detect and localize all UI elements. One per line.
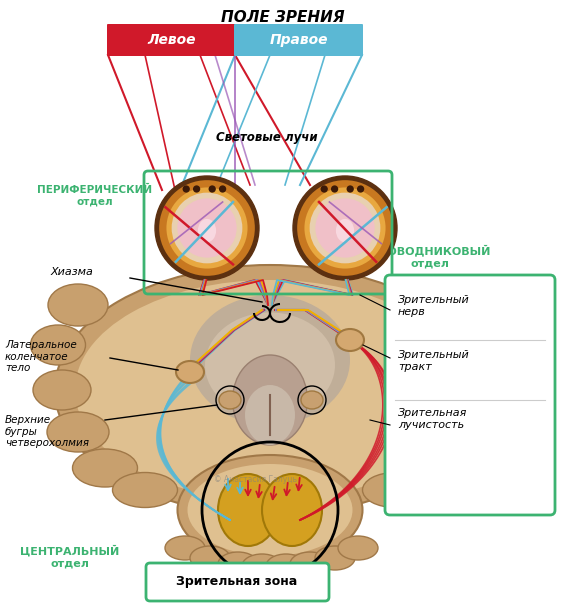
Ellipse shape (47, 412, 109, 452)
Ellipse shape (432, 284, 492, 326)
Ellipse shape (403, 449, 468, 487)
Ellipse shape (338, 536, 378, 560)
Ellipse shape (188, 464, 353, 556)
Circle shape (297, 180, 393, 276)
Ellipse shape (177, 455, 362, 565)
Circle shape (193, 185, 200, 193)
Text: ПЕРИФЕРИЧЕСКИЙ
отдел: ПЕРИФЕРИЧЕСКИЙ отдел (37, 185, 153, 207)
Circle shape (177, 198, 236, 258)
FancyBboxPatch shape (234, 24, 363, 56)
FancyBboxPatch shape (385, 275, 555, 515)
Text: Зрительный
тракт: Зрительный тракт (398, 350, 469, 371)
Ellipse shape (262, 474, 322, 546)
Circle shape (219, 185, 226, 193)
Ellipse shape (33, 370, 91, 410)
Ellipse shape (73, 449, 138, 487)
Ellipse shape (48, 284, 108, 326)
Ellipse shape (219, 391, 241, 409)
Ellipse shape (75, 280, 465, 500)
Text: Левое: Левое (148, 33, 196, 47)
Text: Верхние
бугры
четверохолмия: Верхние бугры четверохолмия (5, 415, 89, 448)
Ellipse shape (455, 325, 510, 365)
FancyBboxPatch shape (107, 24, 236, 56)
Ellipse shape (55, 265, 485, 515)
Ellipse shape (290, 552, 330, 576)
Circle shape (315, 198, 375, 258)
Circle shape (346, 185, 354, 193)
Ellipse shape (112, 472, 177, 507)
Ellipse shape (218, 552, 258, 576)
Ellipse shape (165, 536, 205, 560)
Text: Латеральное
коленчатое
тело: Латеральное коленчатое тело (5, 340, 77, 373)
Ellipse shape (218, 474, 278, 546)
Ellipse shape (232, 355, 307, 445)
Ellipse shape (301, 391, 323, 409)
Ellipse shape (315, 546, 355, 570)
Text: © Анастасия Галуць: © Анастасия Галуць (214, 475, 297, 484)
Circle shape (320, 185, 328, 193)
Circle shape (304, 187, 386, 269)
Ellipse shape (242, 554, 282, 578)
Circle shape (310, 193, 380, 263)
Circle shape (331, 185, 338, 193)
Circle shape (293, 176, 397, 280)
Text: ПОЛЕ ЗРЕНИЯ: ПОЛЕ ЗРЕНИЯ (221, 10, 345, 25)
Circle shape (357, 185, 364, 193)
Text: Зрительная зона: Зрительная зона (176, 576, 298, 588)
Text: Световые лучи: Световые лучи (216, 132, 318, 144)
Circle shape (183, 185, 190, 193)
Text: ПРОВОДНИКОВЫЙ
отдел: ПРОВОДНИКОВЫЙ отдел (370, 245, 490, 268)
Ellipse shape (190, 295, 350, 425)
FancyBboxPatch shape (146, 563, 329, 601)
Text: Хиазма: Хиазма (50, 267, 93, 277)
Ellipse shape (190, 546, 230, 570)
Ellipse shape (245, 385, 295, 445)
Ellipse shape (31, 325, 86, 365)
Text: Зрительный
нерв: Зрительный нерв (398, 295, 469, 316)
Text: ЦЕНТРАЛЬНЫЙ
отдел: ЦЕНТРАЛЬНЫЙ отдел (20, 545, 120, 568)
Ellipse shape (449, 370, 507, 410)
Ellipse shape (362, 472, 428, 507)
Circle shape (209, 185, 216, 193)
Ellipse shape (198, 219, 216, 242)
Circle shape (172, 193, 242, 263)
Text: Правое: Правое (270, 33, 328, 47)
Circle shape (167, 187, 248, 269)
Ellipse shape (205, 312, 335, 417)
Ellipse shape (266, 554, 306, 578)
Ellipse shape (176, 361, 204, 383)
Circle shape (159, 180, 255, 276)
Ellipse shape (431, 412, 493, 452)
Ellipse shape (336, 329, 364, 351)
Ellipse shape (336, 219, 354, 242)
Text: Зрительная
лучистость: Зрительная лучистость (398, 408, 467, 429)
Circle shape (155, 176, 259, 280)
